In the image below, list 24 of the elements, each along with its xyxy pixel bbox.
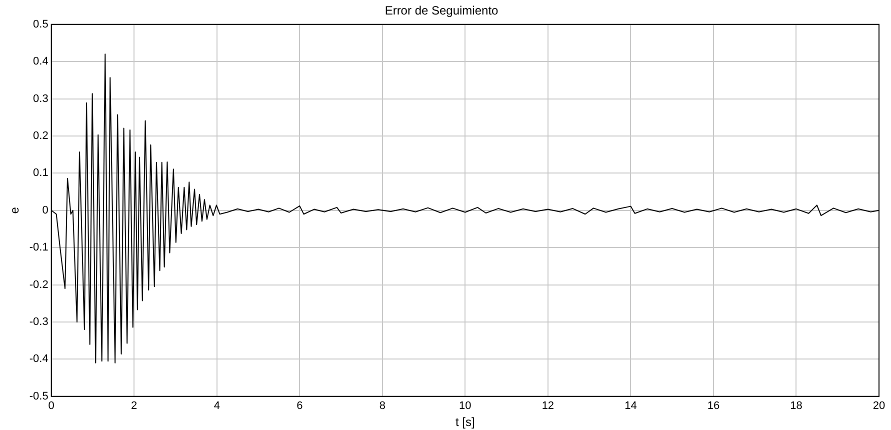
y-tick-label: 0.3 bbox=[33, 92, 48, 105]
y-tick-label: 0.5 bbox=[33, 18, 48, 30]
x-axis-title: t [s] bbox=[456, 415, 475, 430]
y-axis-title: e bbox=[8, 206, 22, 214]
x-tick-label: 6 bbox=[296, 400, 303, 412]
y-tick-label: -0.1 bbox=[29, 242, 48, 254]
x-tick-label: 4 bbox=[214, 400, 220, 412]
y-tick-label: 0.2 bbox=[33, 130, 48, 142]
x-tick-label: 16 bbox=[707, 400, 720, 412]
x-tick-label: 2 bbox=[131, 400, 138, 412]
x-tick-label: 12 bbox=[542, 400, 554, 412]
x-tick-label: 18 bbox=[790, 400, 802, 412]
y-tick-label: -0.3 bbox=[29, 316, 48, 328]
x-tick-label: 14 bbox=[624, 400, 637, 412]
y-tick-label: -0.4 bbox=[29, 353, 48, 366]
y-tick-label: -0.5 bbox=[29, 390, 48, 402]
y-tick-label: 0 bbox=[42, 204, 48, 216]
chart-title: Error de Seguimiento bbox=[384, 4, 499, 18]
y-tick-label: -0.2 bbox=[29, 278, 48, 291]
x-tick-label: 20 bbox=[872, 400, 886, 412]
x-tick-label: 8 bbox=[379, 400, 386, 412]
x-tick-label: 10 bbox=[459, 400, 472, 412]
y-tick-label: 0.4 bbox=[33, 56, 48, 68]
y-tick-label: 0.1 bbox=[33, 167, 48, 180]
